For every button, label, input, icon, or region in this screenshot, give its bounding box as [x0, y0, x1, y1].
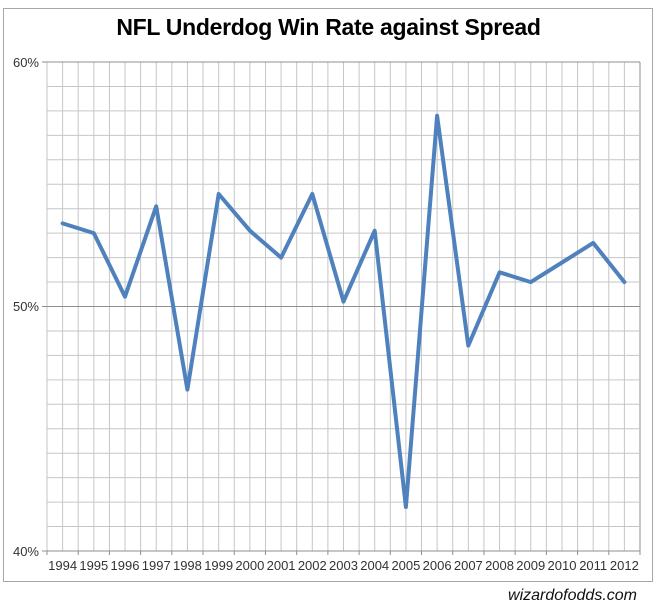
x-axis-tick-label: 1995	[79, 558, 109, 573]
x-axis-tick-label: 2000	[235, 558, 265, 573]
y-axis-tick-label: 60%	[12, 54, 39, 70]
x-axis-tick-label: 2002	[297, 558, 327, 573]
x-axis-tick-label: 2012	[609, 558, 639, 573]
x-axis-tick-label: 2007	[453, 558, 483, 573]
watermark-text: wizardofodds.com	[508, 587, 637, 604]
x-axis-tick-label: 1999	[204, 558, 234, 573]
x-axis-tick-label: 2011	[579, 558, 608, 573]
x-axis-tick-label: 2008	[485, 558, 514, 573]
y-axis-tick-label: 50%	[12, 299, 39, 314]
chart-title: NFL Underdog Win Rate against Spread	[116, 14, 541, 40]
x-axis-tick-label: 1994	[48, 558, 78, 573]
y-axis-tick-label: 40%	[12, 543, 39, 559]
x-axis-tick-label: 2006	[422, 558, 452, 573]
x-axis-tick-label: 1996	[110, 558, 140, 573]
data-series-line	[60, 113, 627, 509]
line-chart-plot-area	[42, 61, 641, 555]
x-axis-tick-label: 2004	[360, 558, 390, 573]
x-axis-tick-label: 2005	[391, 558, 421, 573]
x-axis-tick-label: 2001	[266, 558, 296, 573]
x-axis-tick-label: 1997	[141, 558, 171, 573]
x-axis-tick-label: 1998	[172, 558, 202, 573]
x-axis-tick-label: 2003	[329, 558, 358, 573]
x-axis-tick-label: 2010	[547, 558, 577, 573]
x-axis-tick-label: 2009	[516, 558, 546, 573]
